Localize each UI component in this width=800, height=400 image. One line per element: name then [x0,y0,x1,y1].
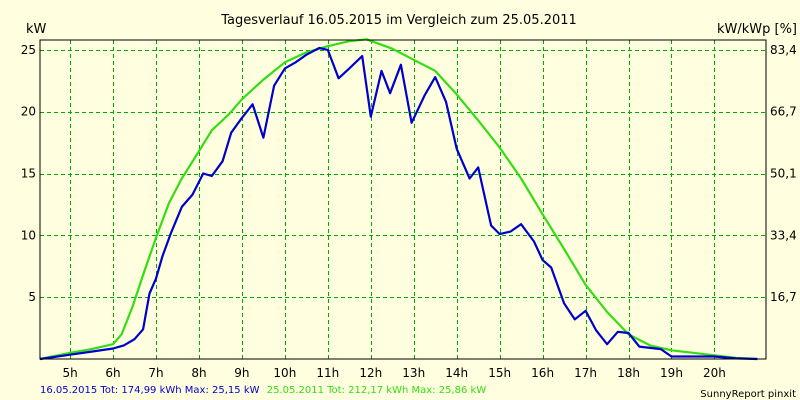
y-tick-label-left: 5 [28,290,36,304]
y-tick-label-right: 33,4 [770,228,797,242]
x-tick-label: 7h [148,366,163,380]
x-tick-label: 9h [234,366,249,380]
credit-text: SunnyReport pinxit [700,389,796,400]
legend-text: 16.05.2015 Tot: 174,99 kWh Max: 25,15 kW… [40,385,486,396]
y-tick-label-left: 15 [21,167,36,181]
x-tick-label: 18h [617,366,640,380]
series-line-2015 [39,46,758,361]
x-tick-label: 13h [402,366,425,380]
y-tick-label-left: 20 [21,105,36,119]
series-layer [39,38,758,361]
x-tick-label: 20h [703,366,726,380]
x-tick-label: 15h [488,366,511,380]
legend-series-2011: 25.05.2011 Tot: 212,17 kWh Max: 25,86 kW [267,385,487,396]
x-tick-label: 11h [316,366,339,380]
plot-frame [39,39,767,360]
y-tick-label-left: 25 [21,43,36,57]
x-tick-label: 5h [62,366,77,380]
tick-labels: 5h 6h 7h 8h 9h 10h 11h 12h 13h 14h 15h 16h 17h 18h 19h… [21,43,797,380]
y-tick-label-right: 16,7 [770,290,797,304]
chart-title: Tagesverlauf 16.05.2015 im Vergleich zum… [220,13,577,28]
x-tick-label: 14h [445,366,468,380]
y-tick-label-right: 50,1 [770,167,797,181]
y-tick-label-right: 66,7 [770,105,797,119]
y-axis-label-right: kW/kWp [%] [717,22,797,37]
x-tick-label: 8h [191,366,206,380]
legend-series-2015: 16.05.2015 Tot: 174,99 kWh Max: 25,15 kW [40,385,260,396]
y-tick-label-right: 83,4 [770,43,797,57]
y-tick-label-left: 10 [21,228,36,242]
x-tick-label: 6h [105,366,120,380]
x-tick-label: 17h [574,366,597,380]
y-axis-label-left: kW [26,22,47,37]
x-tick-label: 16h [531,366,554,380]
series-line-2011 [39,38,758,361]
x-tick-label: 12h [359,366,382,380]
x-tick-label: 19h [660,366,683,380]
x-tick-label: 10h [273,366,296,380]
grid-lines [40,40,766,359]
